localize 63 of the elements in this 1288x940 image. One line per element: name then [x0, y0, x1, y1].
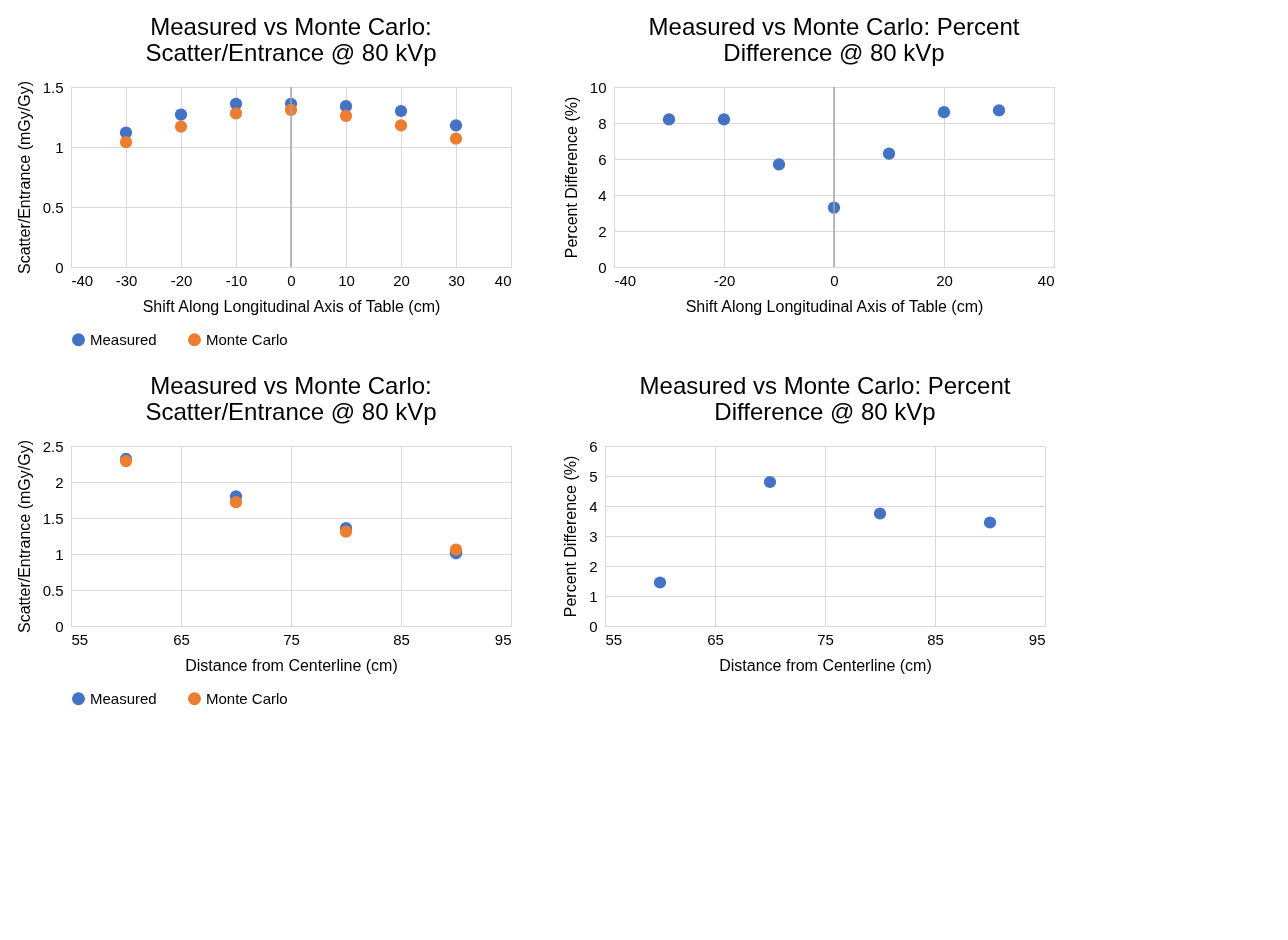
x-tick-label: 85: [927, 630, 944, 648]
y-tick-label: 0: [589, 617, 598, 635]
x-tick-label: -40: [71, 271, 94, 289]
y-tick-label: 1.5: [42, 509, 64, 527]
y-tick-label: 0.5: [42, 198, 64, 216]
chart-title: Measured vs Monte Carlo: Scatter/Entrance @ 80 kVp: [145, 13, 437, 66]
x-axis-title: Shift Along Longitudinal Axis of Table (cm): [685, 297, 984, 315]
y-tick-label: 1.5: [42, 78, 64, 96]
legend-label: Monte Carlo: [206, 689, 288, 707]
x-tick-label: -40: [614, 271, 637, 289]
x-tick-label: 20: [393, 271, 410, 289]
y-tick-label: 5: [589, 467, 598, 485]
y-tick-label: 2: [589, 557, 598, 575]
y-tick-label: 2: [598, 222, 607, 240]
y-tick-label: 1: [55, 138, 64, 156]
chart-title: Measured vs Monte Carlo: Scatter/Entrance @ 80 kVp: [145, 372, 437, 425]
y-tick-label: 8: [598, 114, 607, 132]
legend-label: Monte Carlo: [206, 330, 288, 348]
x-tick-label: 65: [707, 630, 724, 648]
y-axis-title: Scatter/Entrance (mGy/Gy): [15, 440, 33, 633]
chart-title: Measured vs Monte Carlo: Percent Difference @ 80 kVp: [648, 13, 1020, 66]
x-tick-label: 75: [817, 630, 834, 648]
y-tick-label: 4: [589, 497, 598, 515]
x-tick-label: 10: [338, 271, 355, 289]
y-tick-label: 0.5: [42, 581, 64, 599]
x-tick-label: 55: [71, 630, 89, 648]
x-tick-label: -10: [225, 271, 248, 289]
y-tick-label: 2: [55, 473, 64, 491]
y-tick-label: 2.5: [42, 437, 64, 455]
y-tick-label: 3: [589, 527, 598, 545]
x-tick-label: 85: [393, 630, 410, 648]
y-axis-title: Percent Difference (%): [562, 96, 580, 259]
legend-label: Measured: [90, 689, 157, 707]
x-tick-label: -20: [170, 271, 193, 289]
y-tick-label: 10: [589, 78, 607, 96]
x-tick-label: 65: [173, 630, 190, 648]
legend-label: Measured: [90, 330, 157, 348]
y-tick-label: 6: [598, 150, 607, 168]
y-tick-label: 0: [55, 258, 64, 276]
y-tick-label: 6: [589, 437, 598, 455]
y-tick-label: 4: [598, 186, 607, 204]
x-tick-label: 55: [605, 630, 623, 648]
x-tick-label: 0: [830, 271, 839, 289]
x-tick-label: 0: [287, 271, 296, 289]
y-tick-label: 1: [55, 545, 64, 563]
x-tick-label: 20: [936, 271, 953, 289]
x-tick-label: -20: [713, 271, 736, 289]
y-tick-label: 1: [589, 587, 598, 605]
y-axis-title: Percent Difference (%): [562, 455, 580, 618]
x-tick-label: 95: [1028, 630, 1046, 648]
y-axis-title: Scatter/Entrance (mGy/Gy): [15, 81, 33, 274]
x-axis-title: Shift Along Longitudinal Axis of Table (cm): [142, 297, 441, 315]
x-tick-label: 75: [283, 630, 300, 648]
y-tick-label: 0: [55, 617, 64, 635]
chart-title: Measured vs Monte Carlo: Percent Difference @ 80 kVp: [639, 372, 1011, 425]
x-tick-label: 40: [1037, 271, 1055, 289]
x-tick-label: 40: [494, 271, 512, 289]
x-axis-title: Distance from Centerline (cm): [719, 656, 932, 674]
x-tick-label: 95: [494, 630, 512, 648]
x-tick-label: 30: [448, 271, 465, 289]
x-axis-title: Distance from Centerline (cm): [185, 656, 398, 674]
y-tick-label: 0: [598, 258, 607, 276]
x-tick-label: -30: [115, 271, 138, 289]
